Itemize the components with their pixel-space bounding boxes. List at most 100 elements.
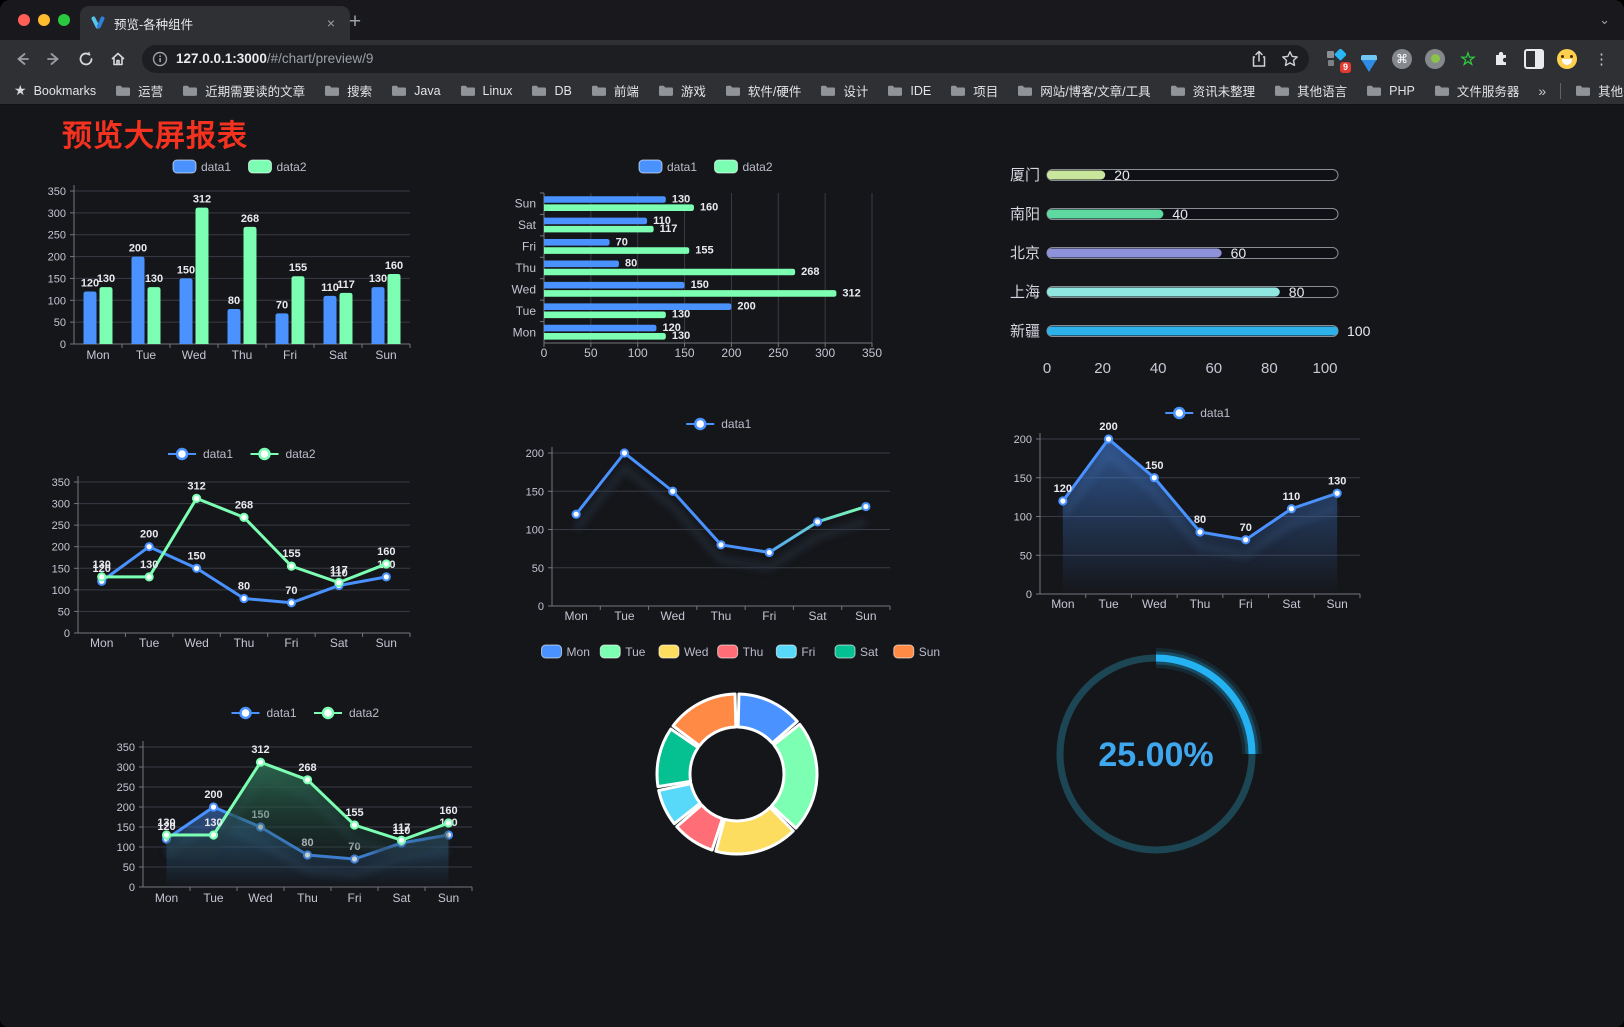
data-point[interactable]: [1241, 535, 1251, 545]
maximize-window-button[interactable]: [58, 14, 70, 26]
bar[interactable]: [323, 295, 337, 344]
data-point[interactable]: [97, 572, 107, 582]
chart-horizontal-bar[interactable]: 0 50 100 150 200 250 300 350 Sun 130 160 Sat 110 117 F…: [500, 153, 900, 368]
bookmark-folder[interactable]: 资讯未整理: [1170, 81, 1255, 100]
bookmark-folder[interactable]: Linux: [460, 81, 512, 100]
bookmark-folder[interactable]: IDE: [887, 81, 931, 100]
bookmark-folder[interactable]: 软件/硬件: [725, 81, 801, 100]
chart-city-progress[interactable]: 厦门 20 南阳 40 北京 60 上海 80 新疆 100 0 20 40 60 80 100: [1000, 159, 1420, 385]
chart-canvas[interactable]: 0 50 100 150 200 Mon Tue Wed Thu Fri Sat Sun data1: [500, 411, 900, 626]
data-point[interactable]: [381, 572, 391, 582]
data-point[interactable]: [619, 448, 630, 458]
bookmark-folder[interactable]: 设计: [820, 81, 868, 100]
bar[interactable]: [83, 291, 97, 344]
bookmark-folder[interactable]: 网站/博客/文章/工具: [1017, 81, 1151, 100]
bookmarks-manager[interactable]: ★ Bookmarks: [14, 82, 96, 99]
chart-percent-gauge[interactable]: 25.00%: [1040, 641, 1275, 871]
data-point[interactable]: [1103, 434, 1114, 444]
chart-two-line[interactable]: 0 50 100 150 200 250 300 350 Mon Tue Wed Thu Fri Sat S…: [40, 441, 450, 659]
bar[interactable]: [544, 303, 732, 310]
address-bar[interactable]: 127.0.0.1:3000/#/chart/preview/9: [142, 44, 1309, 73]
bar[interactable]: [387, 274, 401, 344]
bar[interactable]: [544, 217, 648, 225]
bookmark-folder[interactable]: 项目: [950, 81, 998, 100]
bookmark-folder[interactable]: 搜索: [324, 81, 372, 100]
data-point[interactable]: [239, 593, 249, 604]
chart-canvas[interactable]: 25.00%: [1040, 641, 1275, 871]
bar[interactable]: [544, 247, 690, 254]
chart-canvas[interactable]: Mon Tue Wed Thu Fri Sat Sun: [541, 634, 940, 886]
data-point[interactable]: [286, 598, 297, 608]
site-info-icon[interactable]: [152, 51, 168, 67]
extension-command-icon[interactable]: ⌘: [1391, 48, 1413, 70]
chart-area-line[interactable]: 0 50 100 150 200 Mon Tue Wed Thu Fri Sat Sun 120 200 1…: [980, 401, 1390, 616]
bookmark-star-icon[interactable]: [1281, 50, 1299, 68]
chart-legend[interactable]: data1 data2: [231, 706, 380, 720]
bar[interactable]: [147, 287, 161, 344]
bar[interactable]: [544, 225, 654, 233]
pie-slice[interactable]: [675, 803, 724, 852]
data-point[interactable]: [764, 547, 774, 558]
data-point[interactable]: [191, 493, 202, 503]
extension-dot-icon[interactable]: [1424, 48, 1446, 70]
pie-slice[interactable]: [671, 692, 738, 748]
bar[interactable]: [544, 196, 666, 203]
extension-grid-icon[interactable]: 9: [1325, 48, 1351, 73]
bar[interactable]: [339, 292, 353, 344]
bookmark-folder[interactable]: Java: [391, 81, 441, 100]
bookmark-folder[interactable]: 前端: [591, 81, 639, 100]
pie-slice[interactable]: [770, 722, 819, 830]
bookmark-folder[interactable]: PHP: [1366, 81, 1415, 100]
bar[interactable]: [544, 290, 837, 297]
chart-legend[interactable]: data1 data2: [168, 447, 316, 461]
other-bookmarks-folder[interactable]: 其他书签: [1575, 81, 1624, 100]
bar[interactable]: [544, 260, 619, 268]
browser-menu-button[interactable]: ⋮: [1594, 50, 1610, 68]
url-text[interactable]: 127.0.0.1:3000/#/chart/preview/9: [176, 51, 373, 66]
chart-canvas[interactable]: 0 50 100 150 200 Mon Tue Wed Thu Fri Sat Sun 120 200 1…: [980, 401, 1390, 616]
data-point[interactable]: [208, 830, 219, 840]
extension-star-icon[interactable]: ☆: [1459, 48, 1477, 69]
bar[interactable]: [131, 256, 145, 344]
bookmark-folder[interactable]: 其他语言: [1274, 81, 1347, 100]
data-point[interactable]: [255, 757, 266, 767]
data-point[interactable]: [208, 802, 219, 812]
chart-week-donut[interactable]: Mon Tue Wed Thu Fri Sat Sun: [541, 634, 940, 886]
chart-canvas[interactable]: 0 50 100 150 200 250 300 350 Mon Tue Wed Thu Fri Sat S…: [105, 701, 510, 913]
chart-canvas[interactable]: 0 50 100 150 200 250 300 350 Mon Tue Wed Thu Fri Sat S…: [40, 441, 450, 659]
bar[interactable]: [544, 324, 657, 332]
close-window-button[interactable]: [18, 14, 30, 26]
chart-legend[interactable]: data1: [686, 417, 752, 431]
bar[interactable]: [544, 332, 666, 340]
data-point[interactable]: [381, 559, 391, 569]
data-point[interactable]: [144, 542, 154, 552]
data-point[interactable]: [191, 563, 202, 573]
bar[interactable]: [544, 239, 610, 246]
data-point[interactable]: [812, 517, 823, 527]
extension-gem-icon[interactable]: [1358, 48, 1380, 72]
bar[interactable]: [227, 309, 241, 344]
data-point[interactable]: [443, 818, 454, 828]
data-point[interactable]: [861, 501, 871, 512]
data-point[interactable]: [1149, 473, 1159, 483]
bar[interactable]: [544, 268, 796, 276]
data-point[interactable]: [144, 572, 154, 582]
data-point[interactable]: [239, 512, 249, 522]
extension-emoji-icon[interactable]: [1556, 48, 1578, 70]
chart-canvas[interactable]: 0 50 100 150 200 250 300 350 Mon Tue Wed Thu Fri Sat S…: [40, 153, 450, 371]
pie-slice[interactable]: [657, 782, 702, 826]
chart-legend[interactable]: data1 data2: [638, 159, 773, 174]
data-point[interactable]: [396, 835, 407, 845]
data-point[interactable]: [716, 540, 726, 550]
bookmark-folder[interactable]: 文件服务器: [1434, 81, 1519, 100]
extension-puzzle-icon[interactable]: [1490, 48, 1512, 70]
bar[interactable]: [291, 276, 305, 344]
bookmark-folder[interactable]: 近期需要读的文章: [182, 81, 305, 100]
chart-legend[interactable]: data1: [1165, 406, 1231, 420]
bar[interactable]: [371, 287, 385, 344]
bookmarks-overflow-chevron[interactable]: »: [1538, 82, 1547, 99]
bar[interactable]: [243, 226, 257, 344]
data-point[interactable]: [349, 820, 360, 830]
data-point[interactable]: [334, 577, 344, 588]
share-icon[interactable]: [1251, 50, 1267, 68]
